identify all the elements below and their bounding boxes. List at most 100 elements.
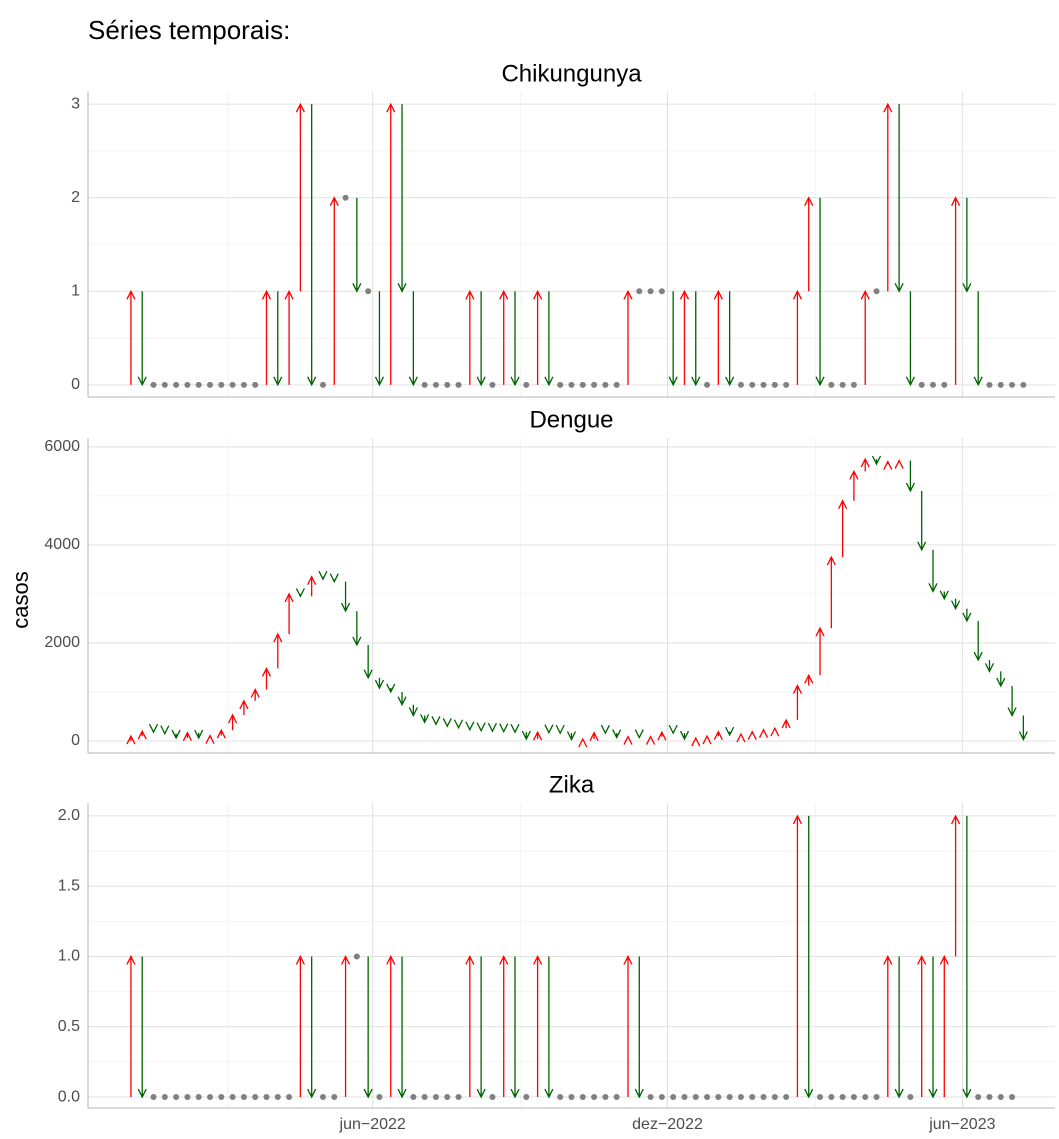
decrease-arrow [137, 291, 147, 387]
unchanged-point [229, 1094, 236, 1101]
decrease-arrow [352, 611, 362, 647]
unchanged-point [207, 1094, 214, 1101]
unchanged-point [726, 1094, 733, 1101]
unchanged-point [681, 1094, 688, 1101]
increase-arrow [645, 735, 656, 745]
y-tick-label: 2.0 [58, 807, 80, 824]
unchanged-point [704, 381, 711, 388]
increase-arrow [860, 289, 870, 385]
unchanged-point [240, 1094, 247, 1101]
increase-arrow [747, 730, 757, 740]
decrease-arrow [386, 683, 396, 694]
decrease-arrow [295, 588, 305, 598]
panel-title: Chikungunya [501, 60, 642, 87]
decrease-arrow [194, 729, 204, 740]
decrease-arrow [555, 724, 565, 735]
decrease-arrow [160, 725, 170, 736]
decrease-arrow [273, 291, 283, 387]
increase-arrow [499, 955, 509, 1098]
increase-arrow [758, 728, 769, 739]
decrease-arrow [397, 956, 407, 1099]
unchanged-point [658, 288, 665, 295]
increase-arrow [499, 289, 509, 385]
increase-arrow [770, 726, 780, 737]
decrease-arrow [431, 716, 441, 726]
unchanged-point [602, 1094, 609, 1101]
unchanged-point [737, 381, 744, 388]
unchanged-point [613, 381, 620, 388]
decrease-arrow [544, 291, 554, 387]
increase-arrow [284, 289, 294, 385]
increase-arrow [465, 955, 475, 1098]
decrease-arrow [612, 729, 622, 740]
increase-arrow [623, 955, 633, 1098]
unchanged-point [444, 381, 451, 388]
increase-arrow [340, 955, 351, 1098]
x-tick-label: jun−2023 [928, 1116, 995, 1133]
increase-arrow [182, 731, 192, 741]
decrease-arrow [352, 197, 362, 293]
y-tick-label: 0 [71, 732, 80, 749]
unchanged-point [862, 1094, 869, 1101]
decrease-arrow [928, 956, 938, 1099]
increase-arrow [205, 734, 215, 744]
unchanged-point [376, 1094, 383, 1101]
increase-arrow [261, 289, 272, 385]
y-axis-label: casos [8, 571, 33, 628]
decrease-arrow [962, 815, 972, 1099]
increase-arrow [691, 736, 701, 747]
increase-arrow [792, 814, 803, 1098]
increase-arrow [951, 196, 961, 385]
unchanged-point [319, 381, 326, 388]
unchanged-point [218, 381, 225, 388]
increase-arrow [679, 289, 690, 385]
x-tick-label: jun−2022 [339, 1116, 406, 1133]
unchanged-point [150, 1094, 157, 1101]
decrease-arrow [442, 717, 452, 728]
increase-arrow [126, 955, 136, 1098]
unchanged-point [319, 1094, 326, 1101]
unchanged-point [523, 381, 530, 388]
panel-title: Dengue [529, 406, 613, 433]
decrease-arrow [634, 729, 644, 740]
decrease-arrow [668, 724, 678, 735]
increase-arrow [860, 457, 870, 472]
unchanged-point [432, 1094, 439, 1101]
unchanged-point [783, 1094, 790, 1101]
decrease-arrow [363, 956, 373, 1099]
increase-arrow [623, 289, 633, 385]
unchanged-point [410, 1094, 417, 1101]
unchanged-point [997, 1094, 1004, 1101]
increase-arrow [239, 699, 249, 716]
unchanged-point [647, 1094, 654, 1101]
decrease-arrow [137, 956, 147, 1099]
increase-arrow [578, 737, 588, 748]
unchanged-point [783, 381, 790, 388]
increase-arrow [939, 955, 949, 1098]
y-tick-label: 0.5 [58, 1018, 80, 1035]
increase-arrow [713, 730, 723, 740]
decrease-arrow [340, 581, 351, 613]
decrease-arrow [951, 598, 961, 611]
unchanged-point [444, 1094, 451, 1101]
decrease-arrow [939, 590, 949, 601]
unchanged-point [331, 1094, 338, 1101]
decrease-arrow [679, 730, 690, 741]
y-tick-label: 1.5 [58, 877, 80, 894]
decrease-arrow [307, 104, 317, 387]
y-tick-label: 0.0 [58, 1088, 80, 1105]
decrease-arrow [521, 730, 531, 741]
unchanged-point [828, 381, 835, 388]
unchanged-point [828, 1094, 835, 1101]
increase-arrow [295, 102, 305, 292]
decrease-arrow [544, 956, 554, 1099]
unchanged-point [647, 288, 654, 295]
decrease-arrow [894, 104, 904, 293]
decrease-arrow [544, 724, 554, 735]
decrease-arrow [566, 731, 577, 741]
decrease-arrow [465, 721, 475, 732]
unchanged-point [579, 381, 586, 388]
unchanged-point [749, 1094, 756, 1101]
unchanged-point [195, 1094, 202, 1101]
